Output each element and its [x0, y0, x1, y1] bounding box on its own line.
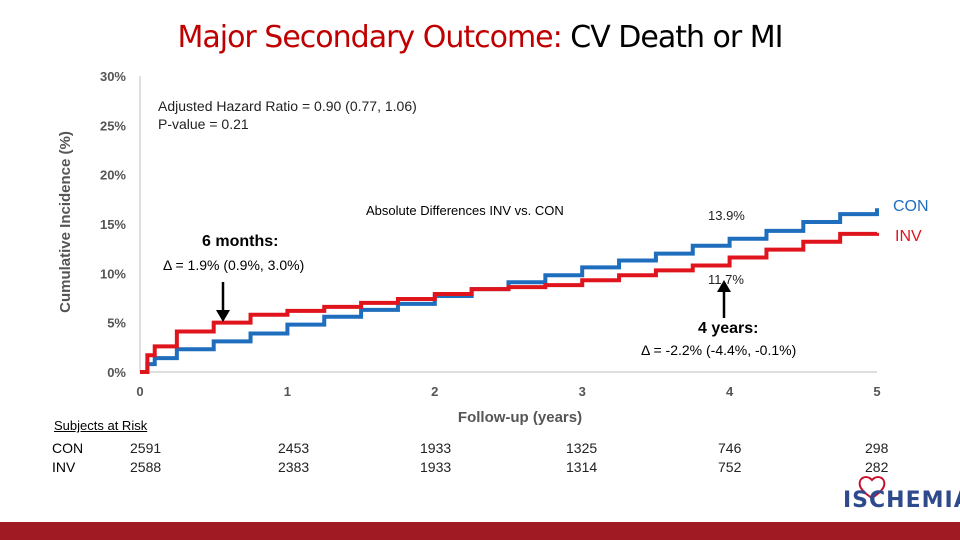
y-tick-label: 30%	[100, 69, 126, 84]
risk-con-5: 298	[865, 440, 889, 456]
x-axis-label: Follow-up (years)	[458, 409, 582, 426]
risk-inv-3: 1314	[566, 459, 598, 475]
risk-row-label-con: CON	[52, 440, 84, 456]
logo-heart-icon	[858, 476, 886, 500]
risk-con-0: 2591	[130, 440, 162, 456]
four-years-delta: Δ = -2.2% (-4.4%, -0.1%)	[641, 342, 797, 358]
y-tick-label: 5%	[107, 316, 126, 331]
y-tick-label: 15%	[100, 217, 126, 232]
title-part1: Major Secondary Outcome:	[177, 20, 562, 55]
x-tick-label: 5	[873, 384, 880, 399]
risk-inv-5: 282	[865, 459, 889, 475]
six-months-arrow-head	[216, 310, 230, 322]
risk-con-2: 1933	[420, 440, 452, 456]
y-axis-label: Cumulative Incidence (%)	[57, 131, 74, 313]
risk-inv-0: 2588	[130, 459, 162, 475]
six-months-delta: Δ = 1.9% (0.9%, 3.0%)	[163, 257, 305, 273]
page-title: Major Secondary Outcome: CV Death or MI	[0, 20, 960, 55]
x-tick-label: 2	[431, 384, 438, 399]
risk-con-1: 2453	[278, 440, 310, 456]
risk-inv-1: 2383	[278, 459, 310, 475]
x-tick-label: 4	[726, 384, 734, 399]
risk-con-4: 746	[718, 440, 742, 456]
footer-bar	[0, 522, 960, 540]
series-line-inv	[140, 231, 879, 374]
con-value-label: 13.9%	[708, 208, 745, 223]
series-label-inv: INV	[895, 228, 922, 245]
risk-table-title: Subjects at Risk	[54, 418, 148, 433]
hazard-ratio-text: Adjusted Hazard Ratio = 0.90 (0.77, 1.06…	[158, 98, 417, 114]
title-part2: CV Death or MI	[570, 20, 783, 55]
x-tick-label: 3	[579, 384, 586, 399]
x-tick-label: 1	[284, 384, 291, 399]
four-years-arrow-head	[717, 280, 731, 292]
risk-inv-2: 1933	[420, 459, 452, 475]
series-label-con: CON	[893, 198, 929, 215]
y-tick-label: 20%	[100, 168, 126, 183]
ischemia-logo: ISCHEMIA	[843, 488, 960, 513]
y-tick-label: 25%	[100, 118, 126, 133]
six-months-label: 6 months:	[202, 233, 279, 250]
p-value-text: P-value = 0.21	[158, 116, 249, 132]
y-tick-label: 0%	[107, 365, 126, 380]
stats-box: Adjusted Hazard Ratio = 0.90 (0.77, 1.06…	[158, 97, 417, 133]
risk-con-3: 1325	[566, 440, 598, 456]
four-years-label: 4 years:	[698, 320, 759, 337]
inv-value-label: 11.7%	[708, 272, 744, 287]
risk-inv-4: 752	[718, 459, 742, 475]
x-tick-label: 0	[136, 384, 143, 399]
abs-diff-label: Absolute Differences INV vs. CON	[366, 203, 564, 218]
risk-row-label-inv: INV	[52, 459, 76, 475]
y-tick-label: 10%	[100, 266, 126, 281]
